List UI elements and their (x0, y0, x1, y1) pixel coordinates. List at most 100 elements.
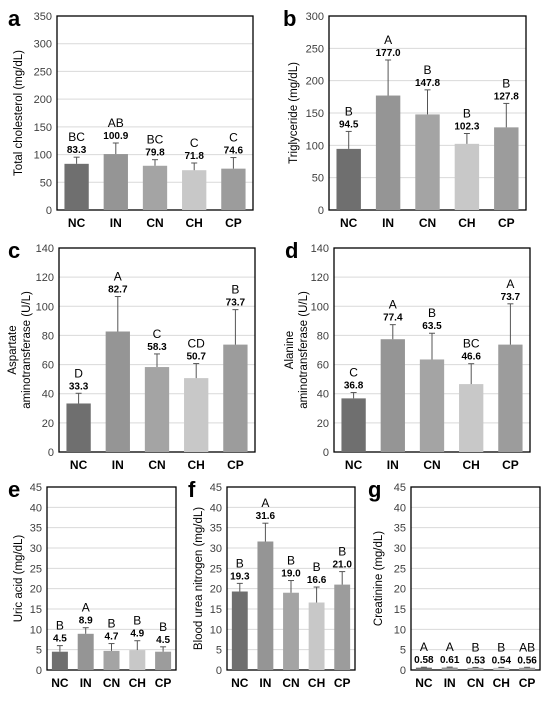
value-label: 82.7 (108, 285, 128, 296)
bar-CH (129, 650, 146, 670)
group-letter: AB (519, 640, 535, 654)
category-label: CN (148, 458, 165, 472)
bar-CP (221, 168, 246, 210)
y-tick-label: 150 (34, 122, 52, 134)
category-label: CP (155, 676, 172, 690)
y-tick-label: 0 (48, 447, 54, 459)
group-letter: B (345, 104, 353, 118)
value-label: 0.53 (466, 655, 486, 666)
y-tick-label: 350 (34, 11, 52, 23)
value-label: 0.54 (492, 655, 512, 666)
value-label: 4.9 (130, 629, 144, 640)
y-tick-label: 20 (42, 418, 54, 430)
y-tick-label: 0 (36, 665, 42, 677)
category-label: CN (282, 676, 299, 690)
category-label: IN (80, 676, 92, 690)
bar-CN (419, 359, 445, 452)
y-tick-label: 40 (42, 389, 54, 401)
bar-CN (144, 367, 170, 452)
value-label: 94.5 (339, 119, 359, 130)
category-label: CH (186, 216, 203, 230)
category-label: CN (423, 458, 440, 472)
group-letter: B (287, 554, 295, 568)
y-axis-label-line: aminotransferase (U/L) (21, 291, 33, 409)
y-tick-label: 80 (42, 330, 54, 342)
y-tick-label: 45 (30, 482, 42, 494)
y-tick-label: 20 (394, 584, 406, 596)
value-label: 21.0 (332, 560, 352, 571)
bar-IN (375, 95, 401, 210)
bar-IN (380, 339, 405, 452)
category-label: IN (259, 676, 271, 690)
group-letter: CD (188, 337, 206, 351)
bar-CN (103, 650, 120, 670)
group-letter: BC (463, 337, 480, 351)
category-label: CP (227, 458, 244, 472)
y-tick-label: 50 (312, 173, 324, 185)
category-label: NC (415, 676, 433, 690)
category-label: CP (225, 216, 242, 230)
y-tick-label: 0 (323, 447, 329, 459)
value-label: 100.9 (103, 131, 128, 142)
y-axis-label: Aspartate aminotransferase (U/L) (7, 291, 33, 409)
value-label: 16.6 (307, 575, 327, 586)
bar-NC (51, 651, 68, 670)
y-tick-label: 0 (400, 665, 406, 677)
y-tick-label: 250 (306, 43, 324, 55)
group-letter: A (420, 640, 428, 654)
group-letter: A (446, 640, 454, 654)
bar-NC (64, 163, 89, 210)
y-tick-label: 30 (394, 543, 406, 555)
y-tick-label: 0 (318, 205, 324, 217)
bar-NC (66, 403, 91, 452)
category-label: NC (345, 458, 363, 472)
y-tick-label: 10 (30, 624, 42, 636)
y-axis-label: Creatinine (mg/dL) (373, 531, 385, 626)
category-label: IN (387, 458, 399, 472)
bar-NC (341, 398, 366, 452)
y-tick-label: 0 (46, 205, 52, 217)
bar-CH (308, 602, 325, 670)
category-label: CP (334, 676, 351, 690)
y-tick-label: 20 (317, 418, 329, 430)
value-label: 46.6 (461, 352, 481, 363)
y-tick-label: 120 (311, 272, 329, 284)
panel-b: b 0 50 100 150 200 250 300 Triglyceride (mg/dL) 9… (283, 6, 527, 230)
y-tick-label: 140 (311, 243, 329, 255)
y-tick-label: 35 (210, 523, 222, 535)
value-label: 177.0 (376, 48, 401, 59)
y-tick-label: 50 (40, 177, 52, 189)
value-label: 58.3 (147, 342, 167, 353)
value-label: 0.56 (517, 655, 537, 666)
group-letter: A (389, 298, 397, 312)
bar-CH (184, 378, 209, 452)
y-tick-label: 35 (394, 523, 406, 535)
value-label: 4.7 (105, 632, 119, 643)
y-tick-label: 200 (34, 94, 52, 106)
y-axis-label-line: Alanine (284, 331, 296, 369)
group-letter: A (506, 277, 514, 291)
y-tick-label: 5 (400, 645, 406, 657)
bar-CP (155, 651, 172, 670)
group-letter: B (159, 620, 167, 634)
y-tick-label: 20 (210, 584, 222, 596)
y-tick-label: 300 (306, 11, 324, 23)
group-letter: B (56, 619, 64, 633)
bar-NC (415, 667, 432, 670)
group-letter: B (231, 283, 239, 297)
y-tick-label: 200 (306, 76, 324, 88)
value-label: 8.9 (79, 616, 93, 627)
group-letter: A (261, 496, 269, 510)
value-label: 74.6 (224, 146, 244, 157)
group-letter: AB (108, 116, 124, 130)
category-label: IN (112, 458, 124, 472)
group-letter: A (384, 33, 392, 47)
group-letter: B (133, 614, 141, 628)
bar-CP (494, 127, 519, 210)
group-letter: C (190, 136, 199, 150)
bar-CP (498, 344, 523, 452)
bar-CH (459, 384, 484, 452)
value-label: 0.58 (414, 655, 434, 666)
panel-g: g 0 5 10 15 20 25 30 35 40 45 Creatinine (mg/dL) 0.5… (368, 477, 541, 690)
